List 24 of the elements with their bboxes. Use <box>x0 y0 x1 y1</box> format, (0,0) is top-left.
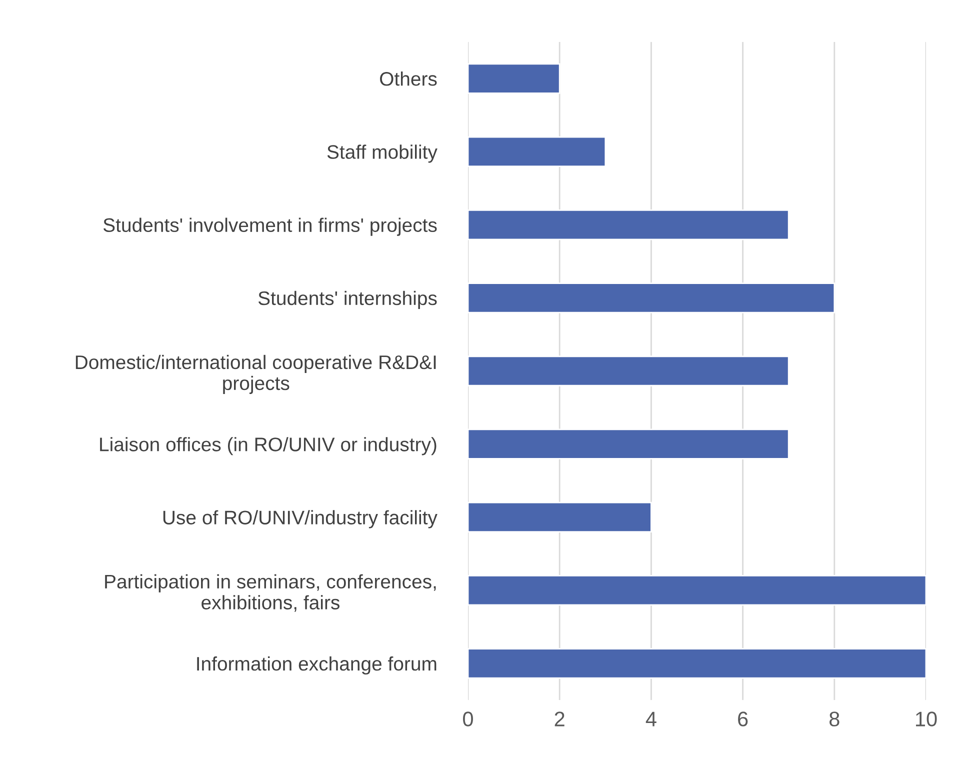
x-tick-label: 4 <box>646 712 656 726</box>
y-tick-label: Others <box>380 72 437 86</box>
y-tick-label: Students' internships <box>258 290 437 309</box>
x-tick-label: 0 <box>463 712 473 726</box>
bar <box>468 63 560 94</box>
y-tick-label: Use of RO/UNIV/industry facility <box>163 510 438 528</box>
bar <box>468 575 926 606</box>
y-tick-label: Staff mobility <box>327 144 438 163</box>
y-tick-label: Liaison offices (in RO/UNIV or industry) <box>100 437 436 456</box>
bar <box>468 209 790 240</box>
bar <box>468 282 836 314</box>
bar <box>468 648 926 679</box>
x-tick-label: 10 <box>916 712 937 726</box>
y-tick-label: Domestic/international cooperative R&D&I projects <box>76 354 436 394</box>
bar <box>468 502 652 533</box>
y-tick-label: Students' involvement in firms' projects <box>103 218 437 236</box>
bar <box>468 356 790 386</box>
x-tick-label: 8 <box>830 712 840 726</box>
bar <box>468 136 606 167</box>
x-tick-label: 2 <box>554 712 564 726</box>
bar <box>468 428 790 460</box>
x-tick-label: 6 <box>738 712 748 726</box>
y-tick-label: Information exchange forum <box>197 656 436 675</box>
y-tick-label: Participation in seminars, conferences, exhibitions, fairs <box>105 574 436 612</box>
